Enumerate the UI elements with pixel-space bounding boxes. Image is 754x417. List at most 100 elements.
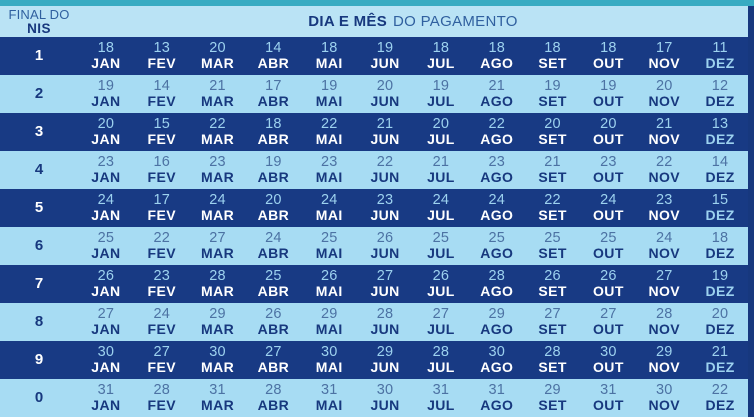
payment-month: MAR (201, 359, 235, 376)
payment-day: 22 (209, 115, 226, 132)
payment-date-cell: 24 NOV (636, 227, 692, 265)
payment-month: OUT (593, 131, 624, 148)
payment-date-cell: 28 SET (525, 341, 581, 379)
payment-day: 27 (544, 305, 561, 322)
payment-month: NOV (648, 131, 681, 148)
payment-month: FEV (147, 283, 176, 300)
payment-day: 27 (655, 267, 673, 284)
payment-day: 18 (711, 229, 729, 246)
payment-day: 30 (320, 343, 338, 360)
payment-date-cell: 17 NOV (636, 37, 692, 75)
payment-date-cell: 18 MAI (301, 37, 357, 75)
payment-date-cell: 18 JUL (413, 37, 469, 75)
payment-month: JAN (91, 397, 121, 414)
payment-month: JUN (370, 359, 400, 376)
payment-month: MAI (315, 321, 343, 338)
payment-month: MAI (315, 359, 343, 376)
payment-day: 15 (153, 115, 170, 132)
payment-day: 26 (376, 229, 394, 246)
payment-day: 22 (655, 153, 673, 170)
payment-date-cell: 30 JUN (357, 379, 413, 417)
payment-day: 28 (655, 305, 673, 322)
payment-day: 20 (265, 191, 282, 208)
payment-date-cell: 14 DEZ (692, 151, 748, 189)
nis-digit: 3 (34, 122, 44, 140)
payment-day: 31 (600, 381, 617, 398)
payment-month: MAI (315, 283, 343, 300)
payment-month: DEZ (705, 131, 735, 148)
payment-day: 14 (153, 77, 170, 94)
nis-digit: 1 (34, 46, 44, 64)
payment-date-cell: 23 OUT (580, 151, 636, 189)
payment-month: AGO (480, 131, 514, 148)
payment-date-cell: 23 AGO (469, 151, 525, 189)
payment-day: 23 (153, 267, 170, 284)
payment-date-cell: 13 FEV (134, 37, 190, 75)
payment-date-cell: 22 DEZ (692, 379, 748, 417)
payment-date-cell: 21 SET (525, 151, 581, 189)
payment-month: DEZ (705, 321, 735, 338)
payment-day: 11 (712, 39, 728, 56)
payment-date-cell: 20 MAR (190, 37, 246, 75)
payment-date-cell: 20 ABR (245, 189, 301, 227)
payment-date-cell: 31 MAR (190, 379, 246, 417)
payment-month: NOV (648, 169, 681, 186)
payment-month: AGO (480, 245, 514, 262)
payment-month: SET (538, 397, 567, 414)
payment-date-cell: 20 JAN (78, 113, 134, 151)
payment-date-cell: 23 NOV (636, 189, 692, 227)
payment-day: 23 (376, 191, 394, 208)
payment-date-cell: 28 NOV (636, 303, 692, 341)
payment-month: MAR (201, 245, 235, 262)
payment-date-cell: 27 JUL (413, 303, 469, 341)
payment-month: JAN (91, 55, 121, 72)
payment-day: 14 (711, 153, 729, 170)
payment-day: 31 (320, 381, 338, 398)
payment-month: JUL (427, 397, 455, 414)
payment-day: 30 (97, 343, 115, 360)
payment-date-cell: 21 DEZ (692, 341, 748, 379)
payment-month: DEZ (705, 283, 735, 300)
payment-day: 21 (376, 115, 394, 132)
payment-month: MAR (201, 131, 235, 148)
payment-month: JUL (427, 93, 455, 110)
payment-date-cell: 30 MAI (301, 341, 357, 379)
payment-date-cell: 19 OUT (580, 75, 636, 113)
payment-month: JUL (427, 321, 455, 338)
payment-month: JUL (427, 283, 455, 300)
payment-date-cell: 19 JUL (413, 75, 469, 113)
payment-day: 23 (97, 153, 115, 170)
payment-date-cell: 24 OUT (580, 189, 636, 227)
payment-month: SET (538, 207, 567, 224)
payment-month: MAR (201, 283, 235, 300)
payment-month: DEZ (705, 55, 735, 72)
payment-date-cell: 11 DEZ (692, 37, 748, 75)
payment-day: 19 (711, 267, 729, 284)
payment-date-cell: 22 SET (525, 189, 581, 227)
payment-date-cell: 25 SET (525, 227, 581, 265)
payment-day: 22 (376, 153, 394, 170)
payment-date-cell: 24 MAI (301, 189, 357, 227)
payment-month: ABR (257, 321, 290, 338)
nis-digit: 5 (34, 198, 44, 216)
payment-day: 23 (655, 191, 673, 208)
payment-day: 19 (320, 77, 338, 94)
payment-month: JUN (370, 207, 400, 224)
payment-day: 23 (488, 153, 505, 170)
payment-date-cell: 26 MAI (301, 265, 357, 303)
payment-day: 23 (320, 153, 338, 170)
payment-day: 25 (265, 267, 282, 284)
payment-month: DEZ (705, 207, 735, 224)
payment-date-cell: 31 JAN (78, 379, 134, 417)
payment-day: 24 (655, 229, 673, 246)
payment-day: 22 (488, 115, 505, 132)
payment-day: 22 (544, 191, 561, 208)
payment-date-cell: 23 MAI (301, 151, 357, 189)
payment-day: 29 (655, 343, 673, 360)
payment-day: 20 (655, 77, 673, 94)
nis-digit: 2 (34, 84, 44, 102)
payment-day: 19 (265, 153, 282, 170)
table-row: 9 30 JAN 27 FEV 30 MAR 27 ABR 30 MAI 29 JUN 28 JUL 30 AG… (0, 341, 748, 379)
payment-day: 19 (432, 77, 450, 94)
payment-date-cell: 24 FEV (134, 303, 190, 341)
